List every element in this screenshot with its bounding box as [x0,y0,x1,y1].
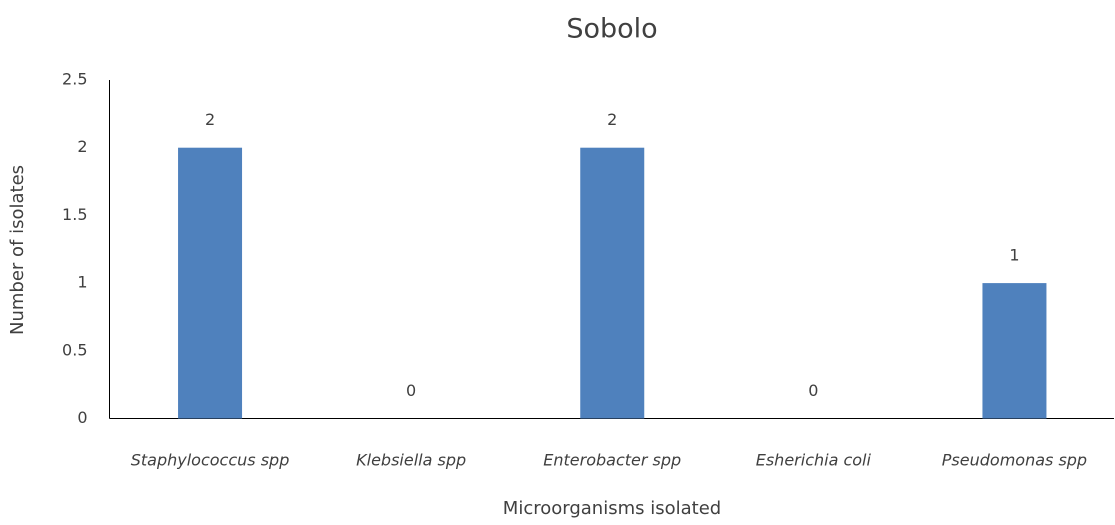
data-label: 0 [406,381,416,400]
data-label: 2 [607,110,617,129]
bar [982,283,1047,419]
x-tick-label: Pseudomonas spp [942,451,1087,470]
y-tick-label: 1 [77,273,87,292]
y-tick-label: 2.5 [62,70,87,89]
y-tick-label: 0 [77,408,87,427]
y-axis-title: Number of isolates [7,165,28,335]
data-label: 1 [1009,246,1019,265]
x-tick-label: Klebsiella spp [356,451,466,470]
x-tick-label: Staphylococcus spp [131,451,290,470]
chart-title: Sobolo [566,14,657,45]
y-tick-label: 0.5 [62,340,87,359]
bar [178,147,243,419]
x-tick-label: Esherichia coli [756,451,872,470]
data-label: 2 [205,110,215,129]
data-label: 0 [808,381,818,400]
x-tick-label: Enterobacter spp [543,451,681,470]
y-tick-label: 2 [77,137,87,156]
bar [580,147,645,419]
y-tick-label: 1.5 [62,205,87,224]
x-axis-title: Microorganisms isolated [503,498,721,519]
